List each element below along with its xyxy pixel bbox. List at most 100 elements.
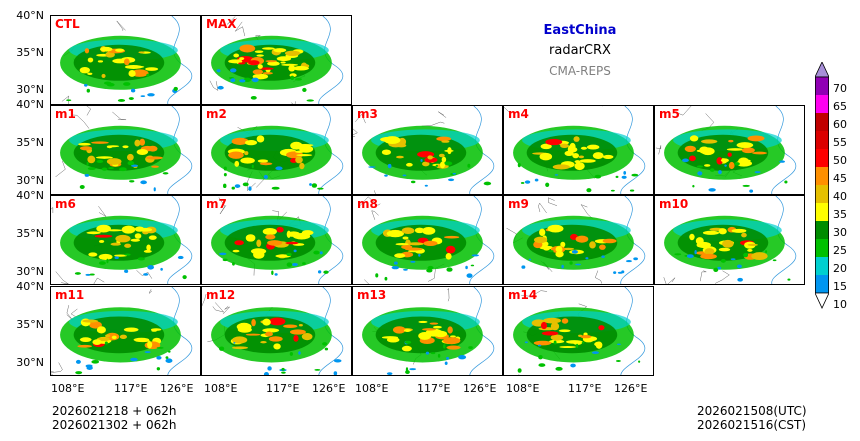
echo-cell [404, 247, 423, 251]
echo-cell [621, 175, 627, 179]
map-panel: MAX [201, 15, 352, 105]
echo-cell [333, 371, 338, 375]
echo-cell [439, 161, 446, 169]
province-border [364, 279, 370, 284]
map-panel: m9 [503, 195, 654, 285]
echo-cell [752, 151, 768, 155]
echo-cell [696, 149, 704, 153]
echo-cell [562, 247, 575, 251]
echo-cell [144, 351, 151, 354]
echo-cell [570, 363, 576, 368]
echo-cell [168, 350, 171, 353]
echo-cell [466, 273, 473, 278]
echo-cell [696, 165, 704, 168]
echo-cell [601, 255, 605, 259]
echo-cell [258, 67, 274, 70]
echo-cell [148, 235, 157, 240]
province-border [116, 20, 126, 31]
province-border [51, 207, 54, 214]
echo-cell [234, 160, 240, 167]
echo-cell [122, 145, 129, 149]
lat-tick: 35°N [16, 46, 44, 59]
echo-cell [550, 334, 564, 341]
province-border [66, 305, 73, 321]
echo-cell [444, 149, 454, 152]
echo-cell [734, 162, 740, 166]
province-border [438, 111, 447, 118]
panel-label: MAX [206, 17, 237, 31]
echo-cell [747, 248, 753, 252]
echo-cell [701, 139, 718, 144]
lon-tick: 117°E [114, 382, 148, 395]
echo-cell [731, 228, 747, 233]
echo-cell [591, 351, 600, 355]
echo-cell [528, 258, 532, 261]
echo-cell [319, 251, 323, 255]
echo-cell [684, 145, 697, 153]
echo-cell [104, 341, 108, 345]
colorbar-swatch [815, 95, 829, 113]
echo-cell [539, 245, 553, 250]
echo-cell [751, 252, 768, 261]
echo-cell [89, 273, 95, 276]
echo-cell [105, 334, 111, 338]
echo-cell [765, 250, 768, 254]
echo-cell [391, 266, 400, 270]
map-panel: m14 [503, 286, 654, 376]
coastline [620, 287, 646, 375]
echo-cell [262, 47, 275, 50]
echo-cell [394, 253, 406, 258]
province-border [202, 293, 207, 307]
lat-tick: 40°N [16, 9, 44, 22]
echo-cell [115, 234, 131, 243]
echo-cell [240, 157, 255, 164]
echo-cell [262, 328, 280, 333]
echo-cell [441, 156, 447, 163]
echo-cell [743, 252, 749, 258]
echo-cell [219, 346, 225, 351]
panel-label: m4 [508, 107, 529, 121]
echo-cell [256, 54, 264, 57]
coastline [318, 287, 344, 375]
lon-tick: 126°E [312, 382, 346, 395]
lon-tick: 117°E [568, 382, 602, 395]
colorbar-label: 70 [833, 82, 847, 95]
echo-cell [598, 325, 605, 331]
echo-cell [245, 333, 261, 336]
echo-cell [285, 241, 299, 245]
echo-cell [275, 166, 283, 171]
echo-cell [726, 148, 744, 151]
echo-cell [716, 157, 723, 165]
province-border [86, 106, 91, 116]
echo-cell [139, 138, 146, 146]
echo-cell [585, 257, 589, 260]
province-border [548, 197, 558, 206]
echo-cell [386, 337, 400, 343]
echo-cell [437, 353, 441, 358]
echo-cell [333, 359, 342, 363]
echo-cell [263, 372, 269, 375]
echo-cell [718, 247, 731, 252]
echo-cell [533, 340, 552, 346]
echo-cell [233, 53, 240, 58]
echo-cell [137, 257, 145, 261]
colorbar-swatch [815, 113, 829, 131]
echo-cell [323, 270, 329, 274]
echo-cell [403, 328, 411, 332]
echo-cell [239, 79, 246, 83]
echo-cell [119, 334, 127, 339]
echo-cell [232, 336, 248, 344]
echo-cell [251, 319, 256, 327]
echo-cell [242, 182, 249, 187]
echo-cell [414, 227, 425, 234]
echo-cell [86, 161, 89, 166]
echo-cell [580, 335, 592, 339]
echo-cell [442, 337, 461, 345]
echo-cell [403, 268, 408, 271]
echo-cell [674, 253, 682, 256]
echo-cell [130, 357, 138, 362]
echo-cell [418, 253, 421, 257]
echo-cell [228, 59, 243, 64]
echo-cell [271, 270, 274, 275]
echo-cell [119, 167, 127, 172]
